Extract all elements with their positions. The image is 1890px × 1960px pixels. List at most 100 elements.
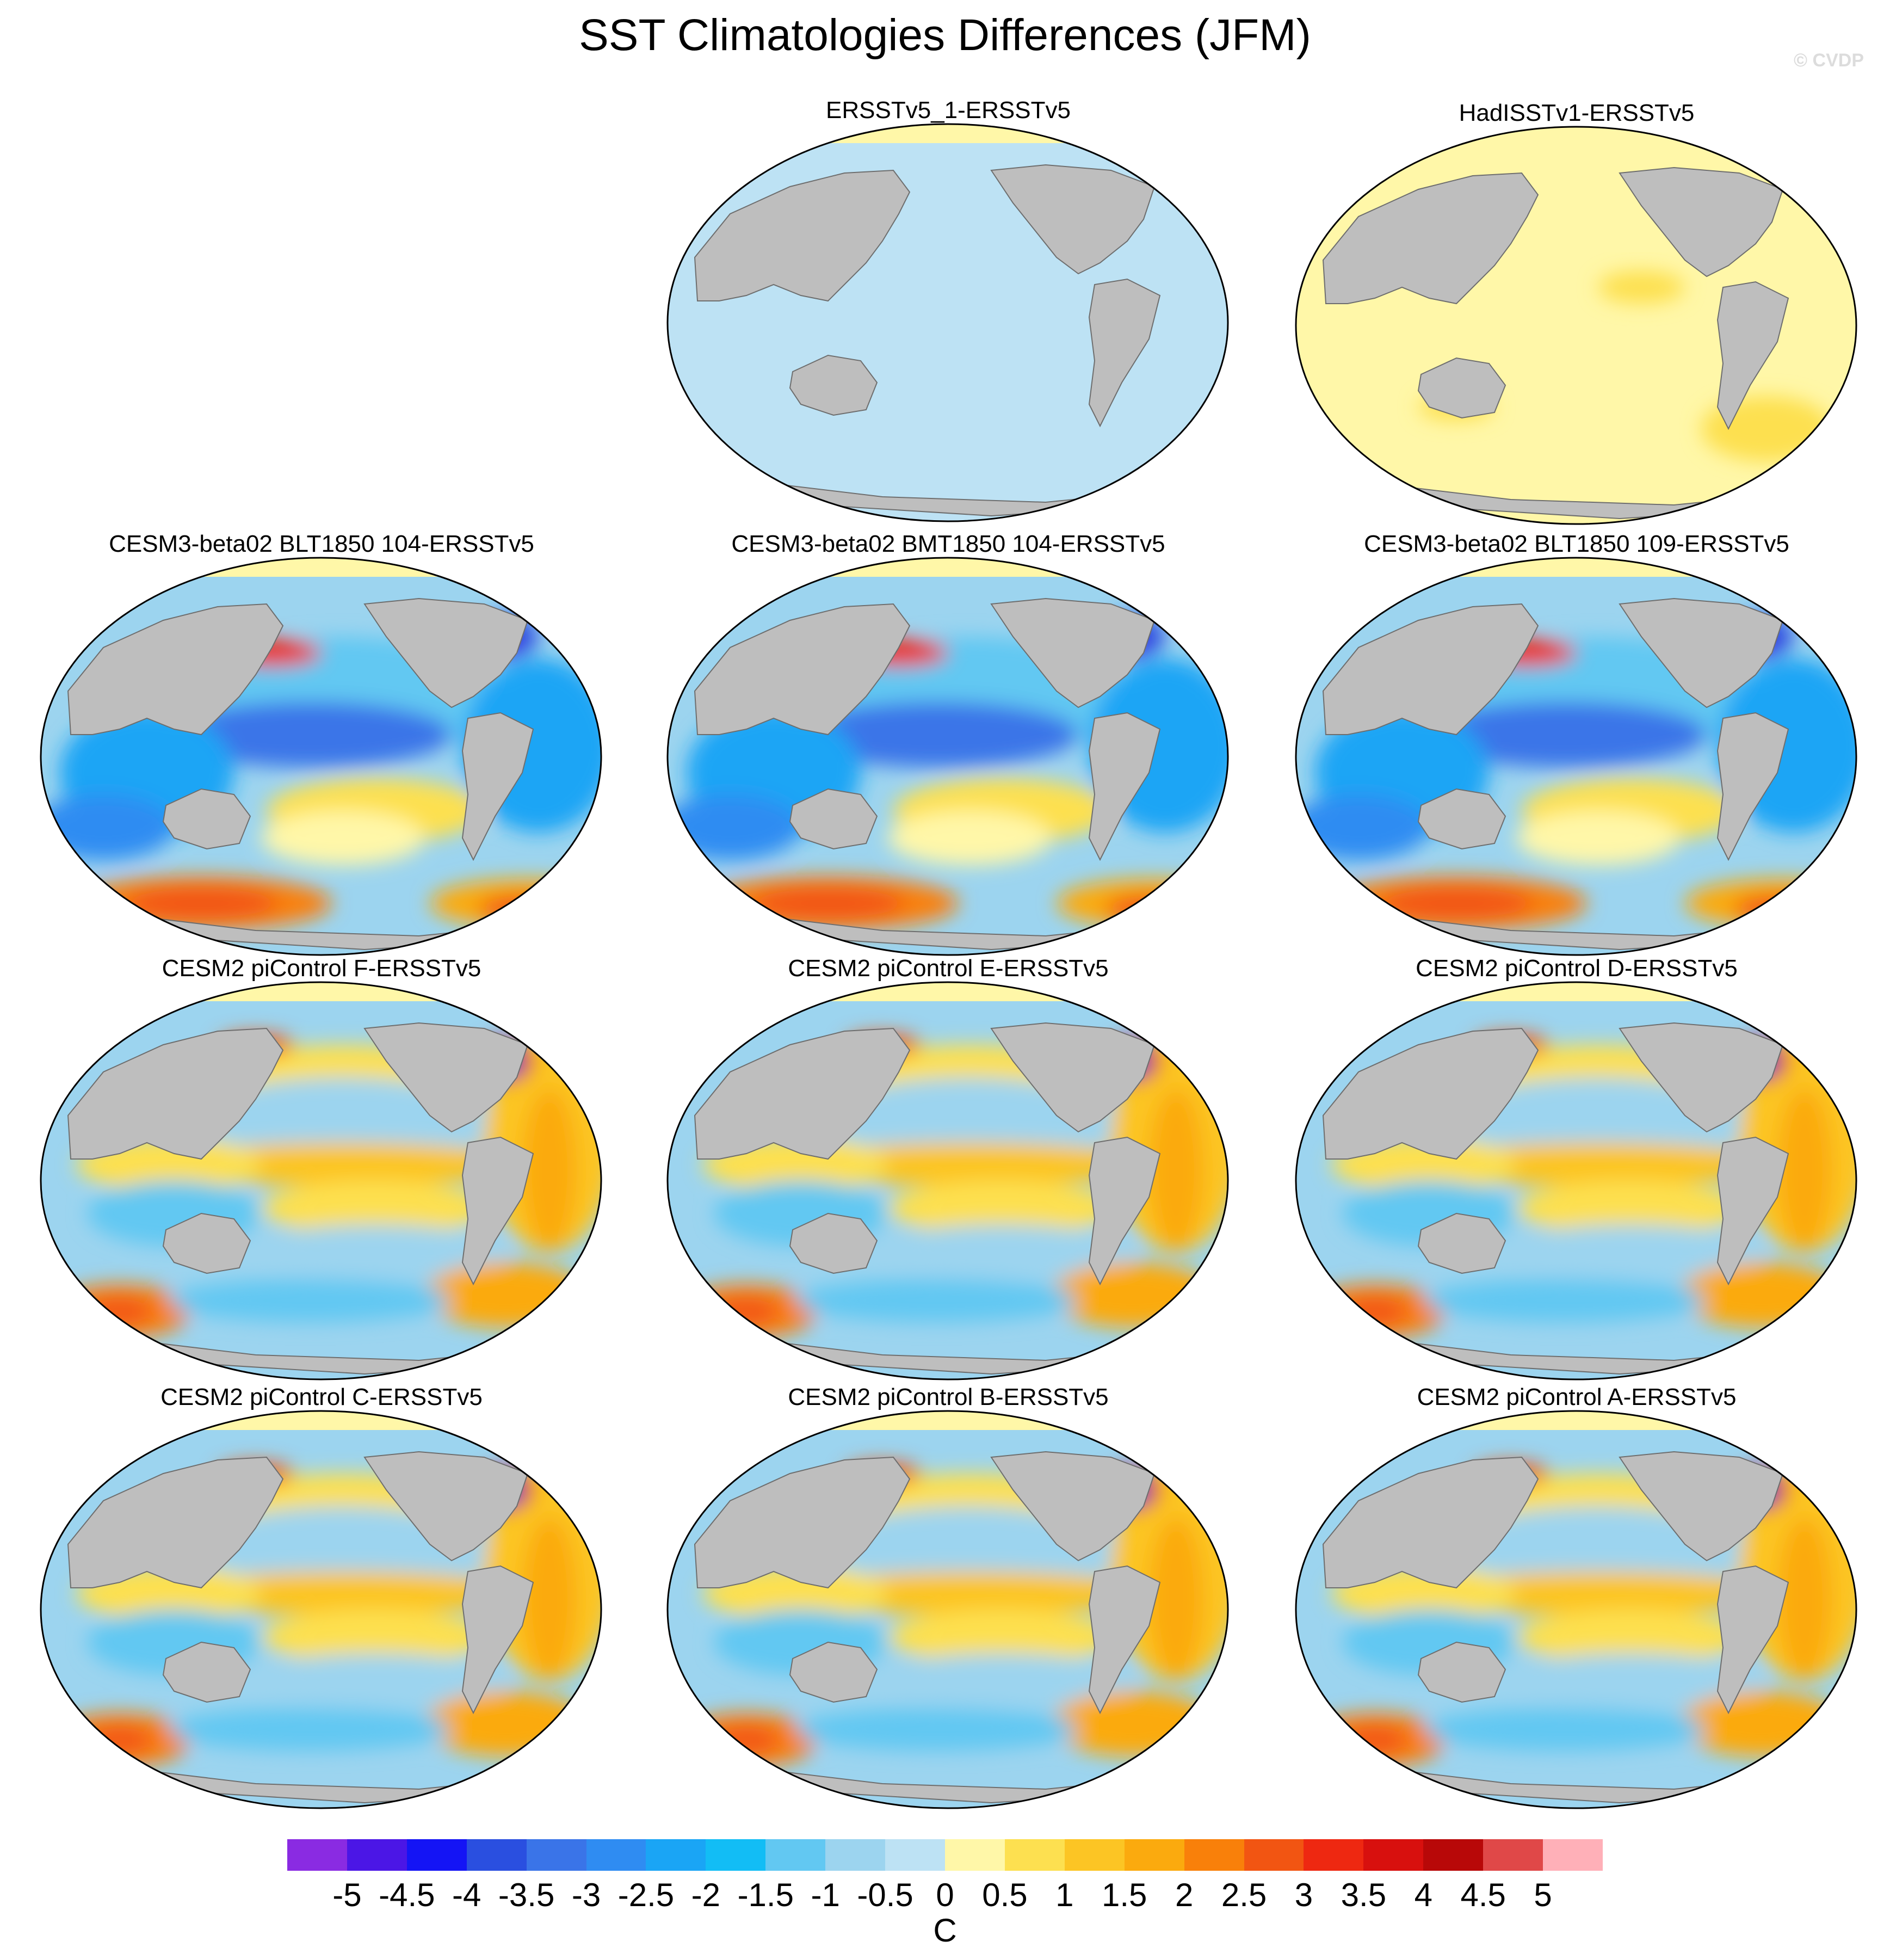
anomaly-region — [87, 1298, 152, 1325]
land-mass — [1417, 1212, 1506, 1274]
colorbar-tick-label: 5 — [1534, 1877, 1552, 1913]
panel-title: CESM3-beta02 BLT1850 104-ERSSTv5 — [109, 531, 534, 557]
land-mass — [694, 1027, 911, 1160]
colorbar-swatch — [1004, 1839, 1065, 1871]
panel-title: CESM2 piControl B-ERSSTv5 — [788, 1384, 1109, 1410]
land-mass — [1322, 1027, 1539, 1160]
panel-title: CESM2 piControl C-ERSSTv5 — [160, 1384, 483, 1410]
world-map — [40, 981, 602, 1380]
anomaly-region — [1424, 1708, 1707, 1751]
land-mass — [67, 1456, 284, 1589]
land-mass — [1417, 1641, 1506, 1703]
anomaly-region — [1051, 1262, 1214, 1328]
anomaly-region — [522, 1517, 577, 1680]
anomaly-region — [1516, 1181, 1745, 1235]
world-map — [1295, 126, 1857, 525]
world-map — [40, 557, 602, 956]
anomaly-region — [1734, 895, 1832, 922]
map-border — [1295, 557, 1857, 956]
colorbar-swatch — [347, 1839, 407, 1871]
colorbar-swatch — [1124, 1839, 1185, 1871]
map-border — [666, 557, 1229, 956]
colorbar-swatch — [406, 1839, 467, 1871]
land-mass — [461, 1565, 534, 1715]
anomaly-region — [1424, 702, 1707, 767]
land-mass — [694, 169, 911, 302]
land-mass — [1088, 1136, 1161, 1286]
map-panel: ERSSTv5_1-ERSSTv5 — [635, 95, 1261, 525]
anomaly-region — [522, 1088, 577, 1252]
cvdp-credit: © CVDP — [1794, 50, 1864, 71]
colorbar-swatch — [945, 1839, 1005, 1871]
colorbar-swatch — [765, 1839, 826, 1871]
land-mass — [1716, 281, 1789, 430]
world-map — [40, 1410, 602, 1809]
anomaly-region — [1105, 895, 1203, 922]
colorbar-tick-label: -2.5 — [617, 1877, 675, 1913]
map-border — [666, 1410, 1229, 1809]
map-border — [1295, 1410, 1857, 1809]
colorbar-tick-label: -2 — [691, 1877, 721, 1913]
panel-title: CESM3-beta02 BMT1850 104-ERSSTv5 — [731, 531, 1165, 557]
land-mass — [363, 597, 529, 708]
land-mass — [1716, 1136, 1789, 1286]
land-mass — [1716, 1565, 1789, 1715]
anomaly-region — [888, 811, 1051, 865]
panel-title: CESM2 piControl E-ERSSTv5 — [788, 955, 1109, 982]
colorbar-swatch — [1363, 1839, 1424, 1871]
land-mass — [1619, 167, 1784, 278]
anomaly-region — [424, 1262, 588, 1328]
colorbar-tick-label: 3 — [1294, 1877, 1313, 1913]
land-mass — [990, 597, 1156, 708]
anomaly-region — [1149, 1517, 1203, 1680]
colorbar-units: C — [933, 1912, 957, 1949]
anomaly-region — [795, 702, 1078, 767]
land-mass — [1322, 172, 1539, 305]
colorbar-tick-label: 2.5 — [1221, 1877, 1267, 1913]
land-mass — [461, 712, 534, 861]
world-map — [666, 1410, 1229, 1809]
anomaly-region — [1500, 1653, 1761, 1708]
anomaly-region — [1051, 1691, 1214, 1756]
colorbar-swatch — [1543, 1839, 1603, 1871]
colorbar-tick-label: -1 — [811, 1877, 840, 1913]
land-mass — [1322, 1456, 1539, 1589]
anomaly-region — [1342, 1727, 1407, 1754]
anomaly-region — [261, 1181, 490, 1235]
land-mass — [990, 1022, 1156, 1133]
anomaly-region — [872, 1224, 1133, 1279]
colorbar-tick-label: -4 — [452, 1877, 481, 1913]
world-map — [1295, 1410, 1857, 1809]
colorbar-swatch — [1423, 1839, 1484, 1871]
panel-title: CESM3-beta02 BLT1850 109-ERSSTv5 — [1364, 531, 1789, 557]
anomaly-region — [795, 1708, 1078, 1751]
map-border — [1295, 126, 1857, 525]
panel-title: ERSSTv5_1-ERSSTv5 — [826, 97, 1071, 124]
land-mass — [67, 603, 284, 736]
map-panel: CESM3-beta02 BLT1850 109-ERSSTv5 — [1264, 529, 1889, 959]
land-mass — [1417, 788, 1506, 850]
land-mass — [1088, 712, 1161, 861]
land-mass — [1619, 1022, 1784, 1133]
anomaly-region — [714, 1298, 779, 1325]
anomaly-region — [1149, 1088, 1203, 1252]
figure-title: SST Climatologies Differences (JFM) — [579, 10, 1311, 60]
colorbar-swatch — [1064, 1839, 1125, 1871]
colorbar-swatch — [1184, 1839, 1245, 1871]
anomaly-region — [888, 1610, 1116, 1664]
land-mass — [162, 1641, 251, 1703]
world-map — [666, 981, 1229, 1380]
anomaly-region — [245, 1653, 506, 1708]
colorbar-swatch — [1244, 1839, 1304, 1871]
map-panel: CESM2 piControl C-ERSSTv5 — [9, 1382, 634, 1812]
land-mass — [162, 1212, 251, 1274]
world-map — [1295, 557, 1857, 956]
colorbar-swatch — [1304, 1839, 1364, 1871]
colorbar-tick-label: -3 — [571, 1877, 601, 1913]
anomaly-region — [424, 1691, 588, 1756]
land-mass — [67, 1027, 284, 1160]
land-mass — [1322, 603, 1539, 736]
colorbar-tick-label: 0.5 — [982, 1877, 1028, 1913]
anomaly-region — [169, 702, 452, 767]
colorbar-tick-label: 1.5 — [1102, 1877, 1147, 1913]
